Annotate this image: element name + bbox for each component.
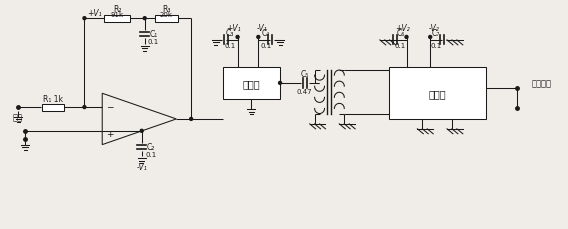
Text: C₂: C₂: [147, 142, 155, 151]
Circle shape: [83, 18, 86, 21]
Text: 20k: 20k: [160, 12, 173, 18]
Text: -V₁: -V₁: [257, 23, 268, 33]
Circle shape: [140, 130, 143, 133]
Text: C₇: C₇: [432, 28, 440, 37]
Text: 0.1: 0.1: [395, 43, 406, 49]
Bar: [42, 104, 64, 111]
Circle shape: [236, 36, 239, 39]
Text: +V₂: +V₂: [395, 23, 410, 33]
Circle shape: [278, 82, 282, 85]
Text: 0.1: 0.1: [148, 39, 159, 45]
Bar: [223, 67, 280, 100]
Text: 0.47: 0.47: [297, 88, 312, 94]
Text: C₃: C₃: [225, 28, 234, 37]
Text: R₃: R₃: [162, 5, 171, 14]
Circle shape: [83, 106, 86, 109]
Circle shape: [190, 118, 193, 121]
Circle shape: [405, 36, 408, 39]
Text: R₂: R₂: [113, 5, 122, 14]
Text: $+$: $+$: [106, 128, 114, 138]
Text: 调制器: 调制器: [243, 79, 260, 88]
Text: 0.1: 0.1: [224, 43, 235, 49]
Text: C₆: C₆: [396, 28, 405, 37]
Circle shape: [143, 18, 146, 21]
Text: C₄: C₄: [262, 28, 270, 37]
Text: 0.1: 0.1: [145, 151, 156, 157]
Text: +V₁: +V₁: [226, 23, 241, 33]
Text: -V₂: -V₂: [429, 23, 440, 33]
Text: 0.1: 0.1: [431, 43, 442, 49]
Bar: [154, 16, 178, 22]
Circle shape: [257, 36, 260, 39]
Circle shape: [429, 36, 432, 39]
Bar: [389, 67, 486, 119]
Text: $-$: $-$: [106, 101, 114, 110]
Text: 0.1: 0.1: [261, 43, 272, 49]
Bar: [104, 16, 130, 22]
Text: +V₁: +V₁: [87, 9, 102, 18]
Text: C₅: C₅: [300, 69, 309, 78]
Text: 检出电压: 检出电压: [532, 79, 552, 88]
Text: C₁: C₁: [149, 30, 158, 39]
Text: R₁ 1k: R₁ 1k: [43, 94, 63, 103]
Text: 输入: 输入: [12, 113, 22, 122]
Text: 91k: 91k: [111, 12, 124, 18]
Text: 解调器: 解调器: [428, 88, 446, 98]
Text: -V₁: -V₁: [136, 162, 147, 171]
